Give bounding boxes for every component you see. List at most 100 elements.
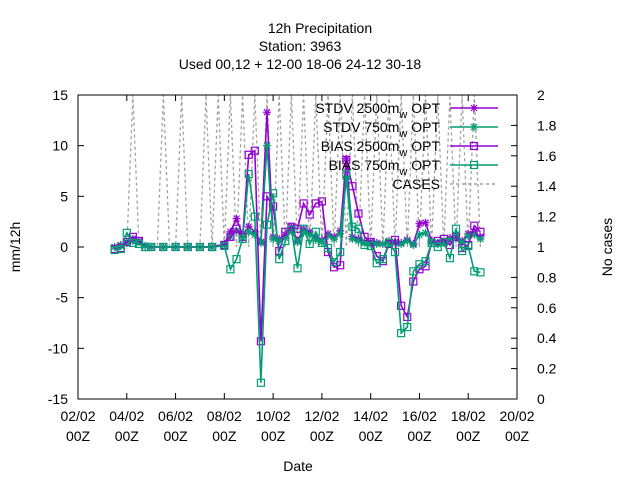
data-point (250, 146, 259, 155)
data-point (348, 234, 357, 243)
legend-label-main: STDV 750m (323, 119, 399, 135)
data-point-stroke (245, 223, 253, 231)
data-point (263, 141, 272, 150)
data-point (378, 255, 387, 264)
data-point-stroke (403, 237, 411, 245)
data-point (384, 238, 394, 248)
data-point (256, 238, 265, 247)
data-point (311, 227, 320, 236)
data-point (299, 224, 308, 233)
data-point (397, 329, 406, 338)
data-point (415, 230, 424, 239)
data-point (116, 244, 125, 254)
data-point (269, 189, 278, 198)
data-point-stroke (464, 232, 472, 240)
data-point (293, 224, 302, 233)
data-point (262, 220, 272, 229)
data-point (458, 246, 467, 256)
legend-label-sub: w (398, 166, 407, 178)
data-point (421, 218, 430, 227)
data-point (329, 258, 339, 267)
legend-label-tail: OPT (407, 119, 440, 135)
data-point-stroke (416, 231, 423, 239)
legend-label-main: CASES (393, 176, 440, 192)
data-point (232, 224, 241, 233)
data-point-stroke (470, 123, 478, 131)
data-point (305, 210, 314, 219)
data-point (330, 234, 339, 243)
y-tick-label: 15 (52, 87, 68, 103)
data-point (122, 228, 131, 237)
legend-label: BIAS 750mw OPT (329, 157, 441, 178)
data-point (305, 239, 314, 249)
data-point-stroke (269, 235, 277, 243)
data-point (348, 182, 357, 191)
chart-station: Station: 3963 (259, 38, 342, 54)
x-tick-label: 10/02 00Z (256, 408, 291, 444)
data-point (281, 236, 290, 246)
data-point (348, 222, 357, 231)
legend-label-main: BIAS 2500m (321, 138, 400, 154)
data-point (390, 247, 400, 257)
x-axis-label: Date (283, 458, 313, 474)
data-point (256, 337, 266, 346)
chart-used: Used 00,12 + 12-00 18-06 24-12 30-18 (179, 56, 422, 72)
x-tick-label: 02/02 00Z (60, 408, 95, 444)
data-point (421, 228, 430, 237)
data-point (397, 301, 406, 310)
data-point (433, 242, 442, 252)
data-point (469, 160, 479, 170)
data-point (476, 227, 485, 236)
x-tick-label: 08/02 00Z (207, 408, 242, 444)
legend-label-tail: OPT (407, 157, 440, 173)
data-point (439, 237, 448, 247)
legend-label-main: STDV 2500m (315, 100, 399, 116)
data-point (244, 169, 253, 179)
data-point-stroke (476, 235, 484, 243)
legend-label-main: BIAS 750m (329, 157, 400, 173)
data-point (244, 227, 253, 236)
data-point-stroke (233, 215, 240, 223)
data-point-stroke (470, 104, 478, 112)
data-point-stroke (330, 235, 338, 243)
data-point (287, 225, 296, 234)
data-point (415, 219, 424, 228)
x-tick-label: 18/02 00Z (451, 408, 486, 444)
y-axis-label: mm/12h (7, 222, 23, 273)
data-point (293, 237, 302, 246)
data-point (226, 232, 235, 241)
x-tick-label: 06/02 00Z (158, 408, 193, 444)
x-tick-label: 20/02 00Z (499, 408, 534, 444)
data-point (317, 238, 326, 248)
y2-tick-label: 0.2 (537, 361, 557, 377)
y2-tick-label: 0 (537, 391, 545, 407)
data-point (299, 199, 308, 208)
data-point-stroke (397, 240, 405, 248)
data-point (354, 209, 363, 218)
legend-label-sub: w (398, 128, 407, 140)
data-point-stroke (416, 220, 423, 228)
data-point (269, 202, 278, 211)
chart-title: 12h Precipitation (268, 20, 372, 36)
y2-tick-label: 0.8 (537, 269, 557, 285)
data-point (354, 224, 363, 233)
data-point-stroke (348, 235, 356, 243)
legend-label-tail: OPT (407, 100, 440, 116)
data-point (421, 257, 430, 266)
data-point (147, 242, 156, 252)
y2-tick-label: 1.6 (537, 148, 557, 164)
data-point (140, 242, 150, 252)
data-point (433, 236, 442, 246)
data-point (311, 199, 320, 208)
data-point-stroke (422, 219, 429, 227)
data-point (470, 104, 478, 112)
data-point (403, 322, 412, 332)
data-point (360, 240, 369, 250)
y2-tick-label: 1.2 (537, 209, 557, 225)
data-point (232, 255, 241, 264)
legend-label: STDV 750mw OPT (323, 119, 440, 140)
data-point (336, 247, 345, 257)
data-point-stroke (263, 142, 271, 150)
